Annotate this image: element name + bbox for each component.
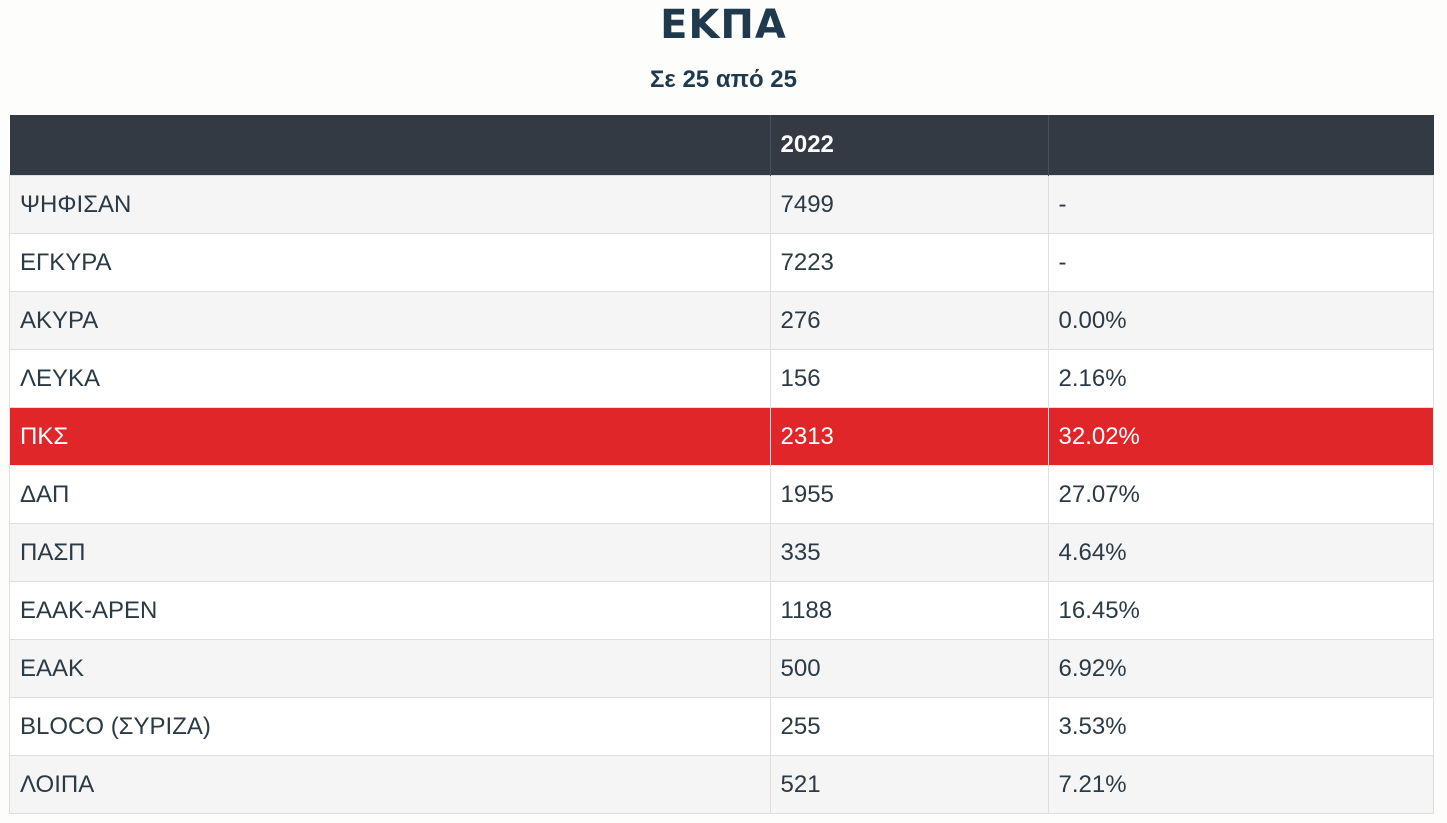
table-row: ΕΑΑΚ-ΑΡΕΝ 1188 16.45% [9, 581, 1434, 640]
row-percent: 2.16% [1047, 349, 1434, 408]
row-votes: 1955 [769, 465, 1049, 524]
row-votes: 7499 [769, 175, 1049, 234]
page-title: ΕΚΠΑ [660, 2, 787, 48]
row-percent: 32.02% [1047, 407, 1434, 466]
column-header-percent [1048, 115, 1434, 176]
row-label: ΕΑΑΚ [9, 639, 771, 698]
row-votes: 7223 [769, 233, 1049, 292]
column-header-year: 2022 [770, 115, 1049, 176]
table-row: ΔΑΠ 1955 27.07% [9, 465, 1434, 524]
row-label: ΔΑΠ [9, 465, 771, 524]
table-row: ΕΑΑΚ 500 6.92% [9, 639, 1434, 698]
row-votes: 521 [769, 755, 1049, 814]
row-votes: 2313 [769, 407, 1049, 466]
column-header-label [9, 115, 771, 176]
row-percent: 4.64% [1047, 523, 1434, 582]
row-label: ΕΑΑΚ-ΑΡΕΝ [9, 581, 771, 640]
row-votes: 500 [769, 639, 1049, 698]
row-label: ΕΓΚΥΡΑ [9, 233, 771, 292]
row-percent: 16.45% [1047, 581, 1434, 640]
row-votes: 1188 [769, 581, 1049, 640]
table-row-winner: ΠΚΣ 2313 32.02% [9, 407, 1434, 466]
row-label: ΠΚΣ [9, 407, 771, 466]
table-row: ΛΕΥΚΑ 156 2.16% [9, 349, 1434, 408]
results-table: 2022 ΨΗΦΙΣΑΝ 7499 - ΕΓΚΥΡΑ 7223 - ΑΚΥΡΑ … [9, 115, 1434, 814]
row-percent: 7.21% [1047, 755, 1434, 814]
table-row: BLOCO (ΣΥΡΙΖΑ) 255 3.53% [9, 697, 1434, 756]
row-percent: 0.00% [1047, 291, 1434, 350]
row-votes: 156 [769, 349, 1049, 408]
row-votes: 335 [769, 523, 1049, 582]
table-header-row: 2022 [9, 115, 1434, 176]
row-percent: - [1047, 233, 1434, 292]
table-row: ΨΗΦΙΣΑΝ 7499 - [9, 175, 1434, 234]
row-label: ΛΕΥΚΑ [9, 349, 771, 408]
row-percent: 3.53% [1047, 697, 1434, 756]
row-label: BLOCO (ΣΥΡΙΖΑ) [9, 697, 771, 756]
table-row: ΛΟΙΠΑ 521 7.21% [9, 755, 1434, 814]
row-votes: 255 [769, 697, 1049, 756]
row-percent: 6.92% [1047, 639, 1434, 698]
page-subtitle: Σε 25 από 25 [650, 66, 797, 93]
row-votes: 276 [769, 291, 1049, 350]
table-row: ΕΓΚΥΡΑ 7223 - [9, 233, 1434, 292]
row-label: ΨΗΦΙΣΑΝ [9, 175, 771, 234]
row-percent: - [1047, 175, 1434, 234]
table-row: ΠΑΣΠ 335 4.64% [9, 523, 1434, 582]
row-label: ΛΟΙΠΑ [9, 755, 771, 814]
row-label: ΑΚΥΡΑ [9, 291, 771, 350]
row-percent: 27.07% [1047, 465, 1434, 524]
row-label: ΠΑΣΠ [9, 523, 771, 582]
table-row: ΑΚΥΡΑ 276 0.00% [9, 291, 1434, 350]
